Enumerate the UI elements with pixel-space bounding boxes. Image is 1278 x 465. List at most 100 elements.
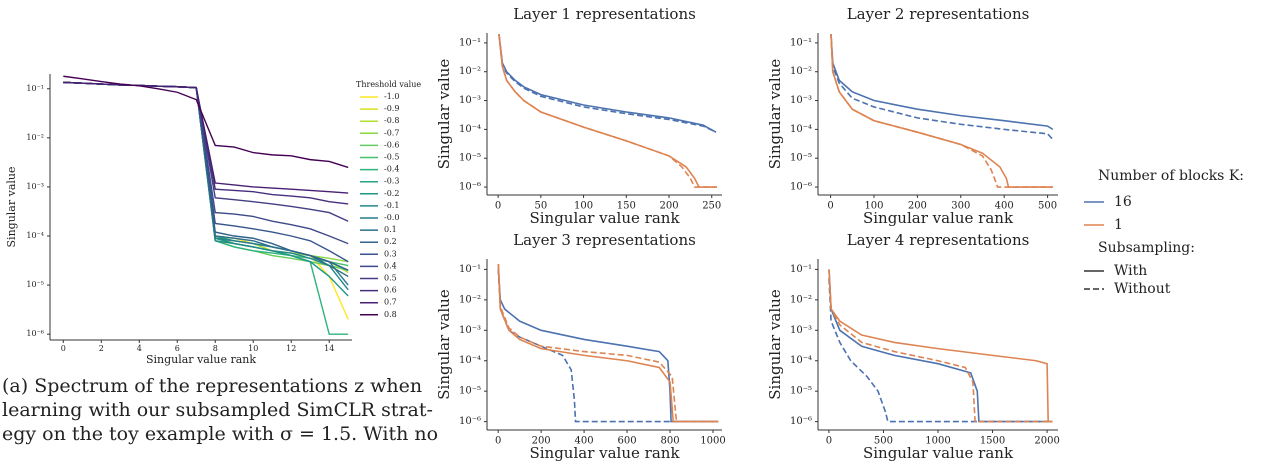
legend-title: Threshold value <box>356 80 421 89</box>
series-line <box>63 81 349 263</box>
x-axis-label: Singular value rank <box>529 209 680 227</box>
series-line <box>828 269 1053 423</box>
legend-label: 1 <box>1114 217 1123 233</box>
legend-label: 16 <box>1114 194 1132 210</box>
legend-label: -0.5 <box>384 153 399 162</box>
chart-title: Layer 3 representations <box>513 231 696 249</box>
series-line <box>63 81 349 267</box>
chart-title: Layer 1 representations <box>513 5 696 23</box>
series-line <box>63 81 349 278</box>
y-tick-label: 10⁻¹ <box>790 264 812 275</box>
series-line <box>497 269 719 423</box>
legend-title: Subsampling: <box>1098 240 1195 256</box>
y-tick-label: 10⁻³ <box>459 95 481 106</box>
x-axis-label: Singular value rank <box>863 209 1014 227</box>
x-tick-label: 400 <box>575 436 594 447</box>
x-tick-label: 0 <box>826 436 832 447</box>
y-tick-label: 10⁻¹ <box>459 264 481 275</box>
x-tick-label: 12 <box>286 344 296 353</box>
legend-label: -0.0 <box>384 213 399 222</box>
y-tick-label: 10⁻⁴ <box>790 124 812 135</box>
caption-line: (a) Spectrum of the representations z wh… <box>2 375 422 397</box>
series-line <box>63 81 349 271</box>
series-line <box>828 269 1053 423</box>
y-tick-label: 10⁻⁵ <box>790 386 812 397</box>
legend-label: 0.2 <box>384 237 397 246</box>
y-tick-label: 10⁻⁴ <box>26 231 44 240</box>
legend-label: 0.6 <box>384 286 397 295</box>
x-axis-label: Singular value rank <box>146 353 256 366</box>
x-tick-label: 200 <box>908 201 927 212</box>
y-tick-label: 10⁻² <box>459 66 481 77</box>
series-line <box>497 264 719 423</box>
y-tick-label: 10⁻⁶ <box>459 182 481 193</box>
series-line <box>63 81 349 194</box>
x-tick-label: 600 <box>618 436 637 447</box>
legend-label: 0.3 <box>384 249 397 258</box>
legend-label: 0.7 <box>384 298 397 307</box>
x-tick-label: 250 <box>702 201 721 212</box>
series-line <box>63 81 349 263</box>
x-tick-label: 500 <box>1038 201 1057 212</box>
series-line <box>63 81 349 271</box>
x-tick-label: 1000 <box>925 436 950 447</box>
x-tick-label: 10 <box>248 344 258 353</box>
x-tick-label: 0 <box>61 344 66 353</box>
x-tick-label: 0 <box>495 436 501 447</box>
chart-title: Layer 2 representations <box>847 5 1030 23</box>
y-tick-label: 10⁻⁶ <box>26 329 44 338</box>
x-tick-label: 500 <box>874 436 893 447</box>
caption-line: learning with our subsampled SimCLR stra… <box>2 399 433 421</box>
legend-label: 0.4 <box>384 261 397 270</box>
y-tick-label: 10⁻² <box>26 133 44 142</box>
y-tick-label: 10⁻⁶ <box>790 182 812 193</box>
y-tick-label: 10⁻¹ <box>790 37 812 48</box>
x-tick-label: 6 <box>175 344 180 353</box>
series-line <box>63 81 349 271</box>
y-tick-label: 10⁻⁶ <box>790 416 812 427</box>
legend-label: With <box>1114 263 1147 279</box>
y-axis-label: Singular value <box>766 59 784 170</box>
x-tick-label: 300 <box>951 201 970 212</box>
series-line <box>63 81 349 297</box>
y-tick-label: 10⁻⁵ <box>790 153 812 164</box>
y-tick-label: 10⁻² <box>459 294 481 305</box>
series-line <box>830 34 1054 131</box>
y-tick-label: 10⁻⁴ <box>459 355 481 366</box>
y-tick-label: 10⁻³ <box>790 325 812 336</box>
x-tick-label: 2000 <box>1034 436 1059 447</box>
legend-label: 0.5 <box>384 274 397 283</box>
y-tick-label: 10⁻⁴ <box>790 355 812 366</box>
x-tick-label: 1500 <box>980 436 1005 447</box>
x-tick-label: 14 <box>324 344 334 353</box>
x-tick-label: 100 <box>574 201 593 212</box>
y-tick-label: 10⁻² <box>790 66 812 77</box>
legend-label: Without <box>1114 281 1171 297</box>
y-tick-label: 10⁻⁵ <box>459 386 481 397</box>
x-axis-label: Singular value rank <box>863 444 1014 462</box>
legend-label: -0.7 <box>384 128 399 137</box>
x-tick-label: 200 <box>532 436 551 447</box>
x-axis-label: Singular value rank <box>529 444 680 462</box>
legend-label: -0.1 <box>384 201 399 210</box>
y-tick-label: 10⁻⁵ <box>26 280 44 289</box>
x-tick-label: 8 <box>213 344 218 353</box>
legend-label: -0.4 <box>384 165 399 174</box>
x-tick-label: 0 <box>495 201 501 212</box>
series-line <box>63 81 349 274</box>
legend-label: 0.1 <box>384 225 397 234</box>
y-axis-label: Singular value <box>435 289 453 400</box>
y-axis-label: Singular value <box>435 59 453 170</box>
legend-label: -0.8 <box>384 116 399 125</box>
x-tick-label: 800 <box>660 436 679 447</box>
x-tick-label: 150 <box>617 201 636 212</box>
series-line <box>63 81 349 320</box>
series-line <box>828 278 1053 423</box>
legend-label: -1.0 <box>384 92 399 101</box>
series-line <box>63 75 349 169</box>
x-tick-label: 100 <box>864 201 883 212</box>
y-tick-label: 10⁻² <box>790 294 812 305</box>
series-line <box>498 34 717 133</box>
series-line <box>830 34 1053 188</box>
y-tick-label: 10⁻⁴ <box>459 124 481 135</box>
